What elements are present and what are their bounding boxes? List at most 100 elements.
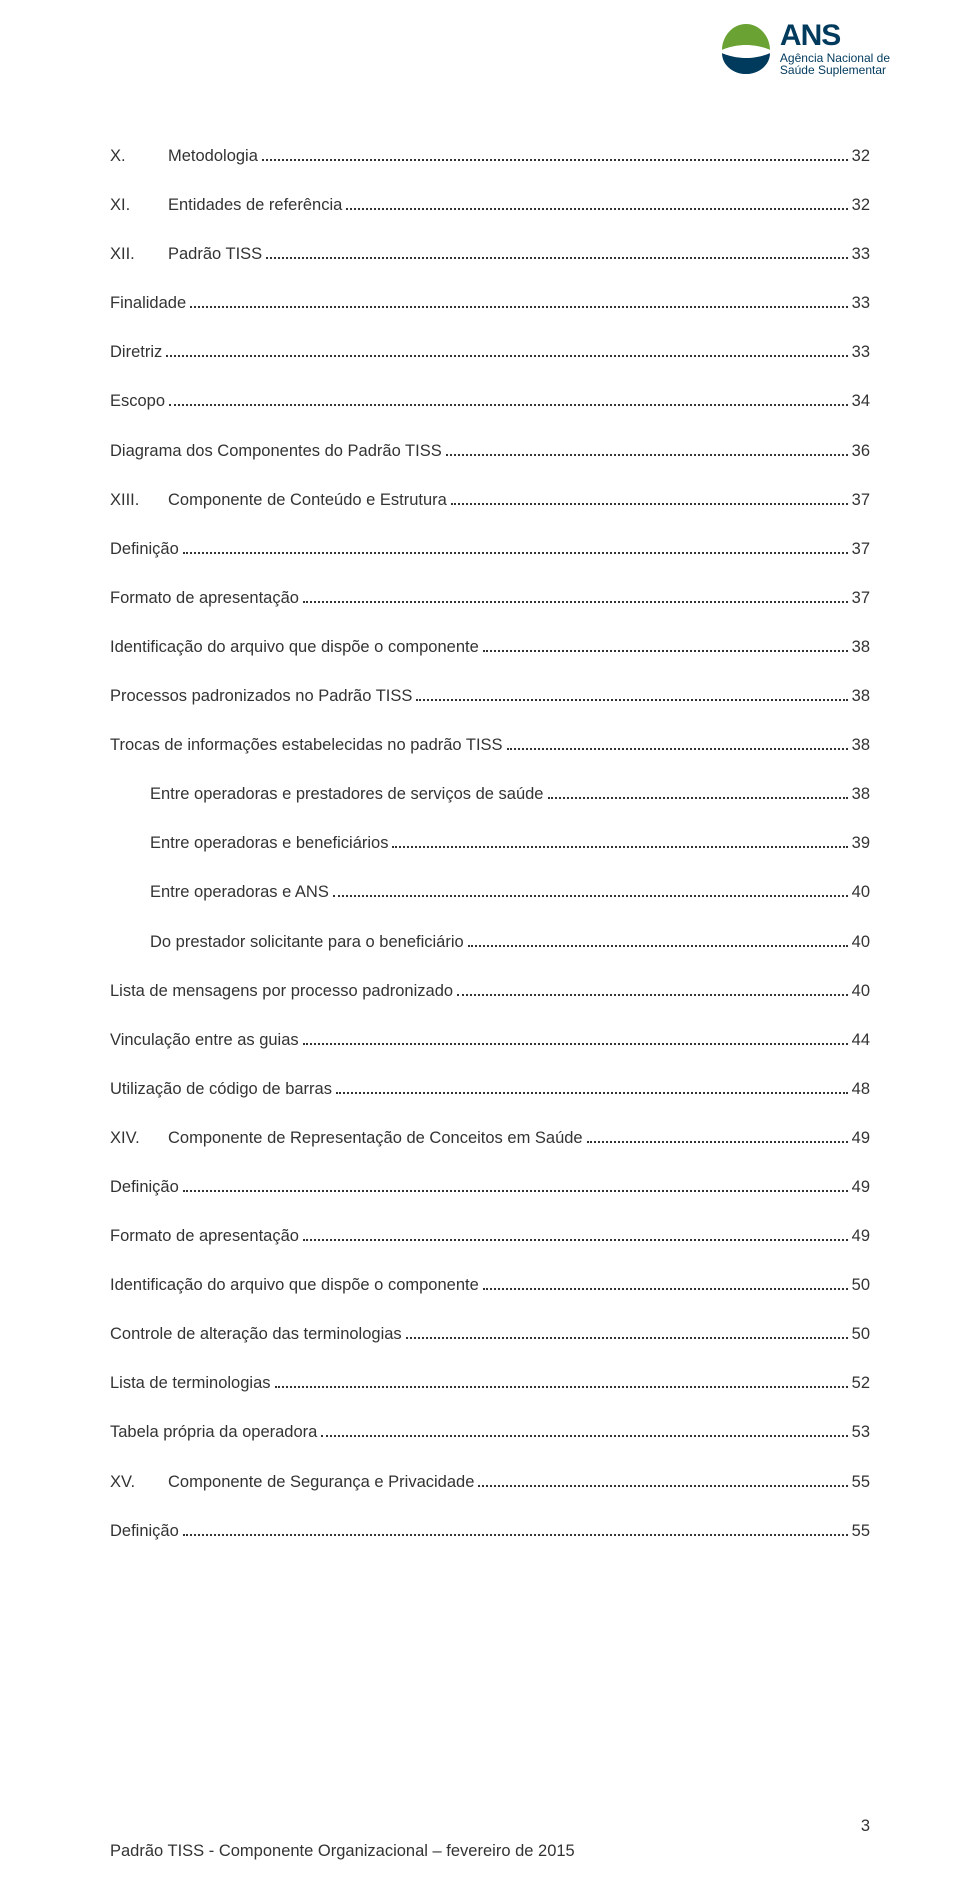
toc-entry: XV.Componente de Segurança e Privacidade… [110,1471,870,1494]
toc-entry: Definição 55 [110,1520,870,1543]
toc-entry-page: 50 [852,1274,870,1297]
toc-entry: Identificação do arquivo que dispõe o co… [110,1274,870,1297]
toc-entry-number: XIV. [110,1127,168,1150]
toc-entry-number: XII. [110,243,168,266]
toc-entry-page: 40 [852,931,870,954]
toc-entry-page: 55 [852,1471,870,1494]
toc-entry: XII.Padrão TISS 33 [110,243,870,266]
toc-entry: Processos padronizados no Padrão TISS 38 [110,685,870,708]
toc-leader-dots [183,1177,848,1192]
toc-entry-title: Formato de apresentação [110,1225,299,1248]
toc-entry-number: XV. [110,1471,168,1494]
toc-entry-title: Definição [110,538,179,561]
toc-leader-dots [333,883,848,898]
toc-entry: Entre operadoras e ANS40 [150,881,870,904]
toc-entry-page: 40 [852,980,870,1003]
toc-entry: Utilização de código de barras 48 [110,1078,870,1101]
page-number: 3 [110,1817,870,1836]
toc-entry: XIII.Componente de Conteúdo e Estrutura3… [110,489,870,512]
toc-entry-page: 34 [852,390,870,413]
toc-entry: Formato de apresentação 49 [110,1225,870,1248]
toc-entry-title: Definição [110,1176,179,1199]
toc-entry-title: Identificação do arquivo que dispõe o co… [110,636,479,659]
toc-entry: Diagrama dos Componentes do Padrão TISS3… [110,440,870,463]
toc-entry-page: 52 [852,1372,870,1395]
page-footer: 3 Padrão TISS - Componente Organizaciona… [110,1817,870,1861]
toc-leader-dots [303,1030,848,1045]
toc-entry-page: 50 [852,1323,870,1346]
toc-entry: Tabela própria da operadora 53 [110,1421,870,1444]
toc-entry-title: Processos padronizados no Padrão TISS [110,685,412,708]
toc-leader-dots [483,637,848,652]
toc-entry-title: Componente de Conteúdo e Estrutura [168,489,447,512]
toc-entry-page: 48 [852,1078,870,1101]
toc-leader-dots [451,490,848,505]
toc-entry: Entre operadoras e beneficiários39 [150,832,870,855]
toc-entry: Escopo 34 [110,390,870,413]
toc-entry-page: 33 [852,243,870,266]
toc-entry-page: 53 [852,1421,870,1444]
toc-leader-dots [507,735,848,750]
toc-entry-title: Entre operadoras e beneficiários [150,832,388,855]
toc-entry-title: Diretriz [110,341,162,364]
toc-entry-title: Do prestador solicitante para o benefici… [150,931,464,954]
toc-leader-dots [183,1521,848,1536]
toc-leader-dots [468,932,848,947]
toc-entry: Entre operadoras e prestadores de serviç… [150,783,870,806]
toc-entry: Finalidade33 [110,292,870,315]
toc-entry-title: Escopo [110,390,165,413]
toc-entry-page: 38 [852,636,870,659]
toc-entry-title: Trocas de informações estabelecidas no p… [110,734,503,757]
toc-entry-title: Entidades de referência [168,194,342,217]
toc-entry-title: Padrão TISS [168,243,262,266]
ans-logo-text: ANS Agência Nacional de Saúde Suplementa… [780,20,890,77]
toc-entry: Diretriz 33 [110,341,870,364]
ans-logo-abbr: ANS [780,20,890,52]
toc-entry: Formato de apresentação 37 [110,587,870,610]
toc-entry-title: Definição [110,1520,179,1543]
toc-entry-title: Controle de alteração das terminologias [110,1323,402,1346]
toc-leader-dots [336,1079,848,1094]
toc-entry-title: Metodologia [168,145,258,168]
toc-entry-page: 33 [852,292,870,315]
toc-entry-number: XI. [110,194,168,217]
toc-leader-dots [321,1423,847,1438]
toc-entry-title: Componente de Representação de Conceitos… [168,1127,583,1150]
toc-entry-page: 37 [852,538,870,561]
toc-entry: X.Metodologia32 [110,145,870,168]
toc-entry-number: XIII. [110,489,168,512]
toc-leader-dots [183,539,848,554]
toc-entry-page: 33 [852,341,870,364]
toc-entry-title: Entre operadoras e ANS [150,881,329,904]
toc-entry-title: Formato de apresentação [110,587,299,610]
toc-leader-dots [587,1128,848,1143]
toc-entry: XIV.Componente de Representação de Conce… [110,1127,870,1150]
toc-entry-number: X. [110,145,168,168]
toc-entry: Do prestador solicitante para o benefici… [150,931,870,954]
toc-entry: Identificação do arquivo que dispõe o co… [110,636,870,659]
toc-entry: Lista de mensagens por processo padroniz… [110,980,870,1003]
toc-entry-page: 49 [852,1225,870,1248]
table-of-contents: X.Metodologia32 XI.Entidades de referênci… [110,145,870,1543]
toc-leader-dots [303,588,848,603]
toc-entry-title: Lista de mensagens por processo padroniz… [110,980,453,1003]
toc-entry-page: 38 [852,685,870,708]
toc-leader-dots [166,343,847,358]
toc-leader-dots [416,686,847,701]
toc-leader-dots [169,392,848,407]
toc-entry-title: Entre operadoras e prestadores de serviç… [150,783,544,806]
toc-entry: Controle de alteração das terminologias 5… [110,1323,870,1346]
toc-entry-page: 37 [852,587,870,610]
toc-entry-title: Tabela própria da operadora [110,1421,317,1444]
footer-text: Padrão TISS - Componente Organizacional … [110,1842,870,1861]
toc-entry: Definição 37 [110,538,870,561]
toc-entry-title: Lista de terminologias [110,1372,271,1395]
toc-entry: XI.Entidades de referência32 [110,194,870,217]
toc-entry-page: 49 [852,1127,870,1150]
toc-entry-page: 44 [852,1029,870,1052]
toc-leader-dots [346,195,847,210]
toc-entry-page: 55 [852,1520,870,1543]
toc-entry-title: Utilização de código de barras [110,1078,332,1101]
toc-entry-page: 49 [852,1176,870,1199]
toc-entry-title: Identificação do arquivo que dispõe o co… [110,1274,479,1297]
